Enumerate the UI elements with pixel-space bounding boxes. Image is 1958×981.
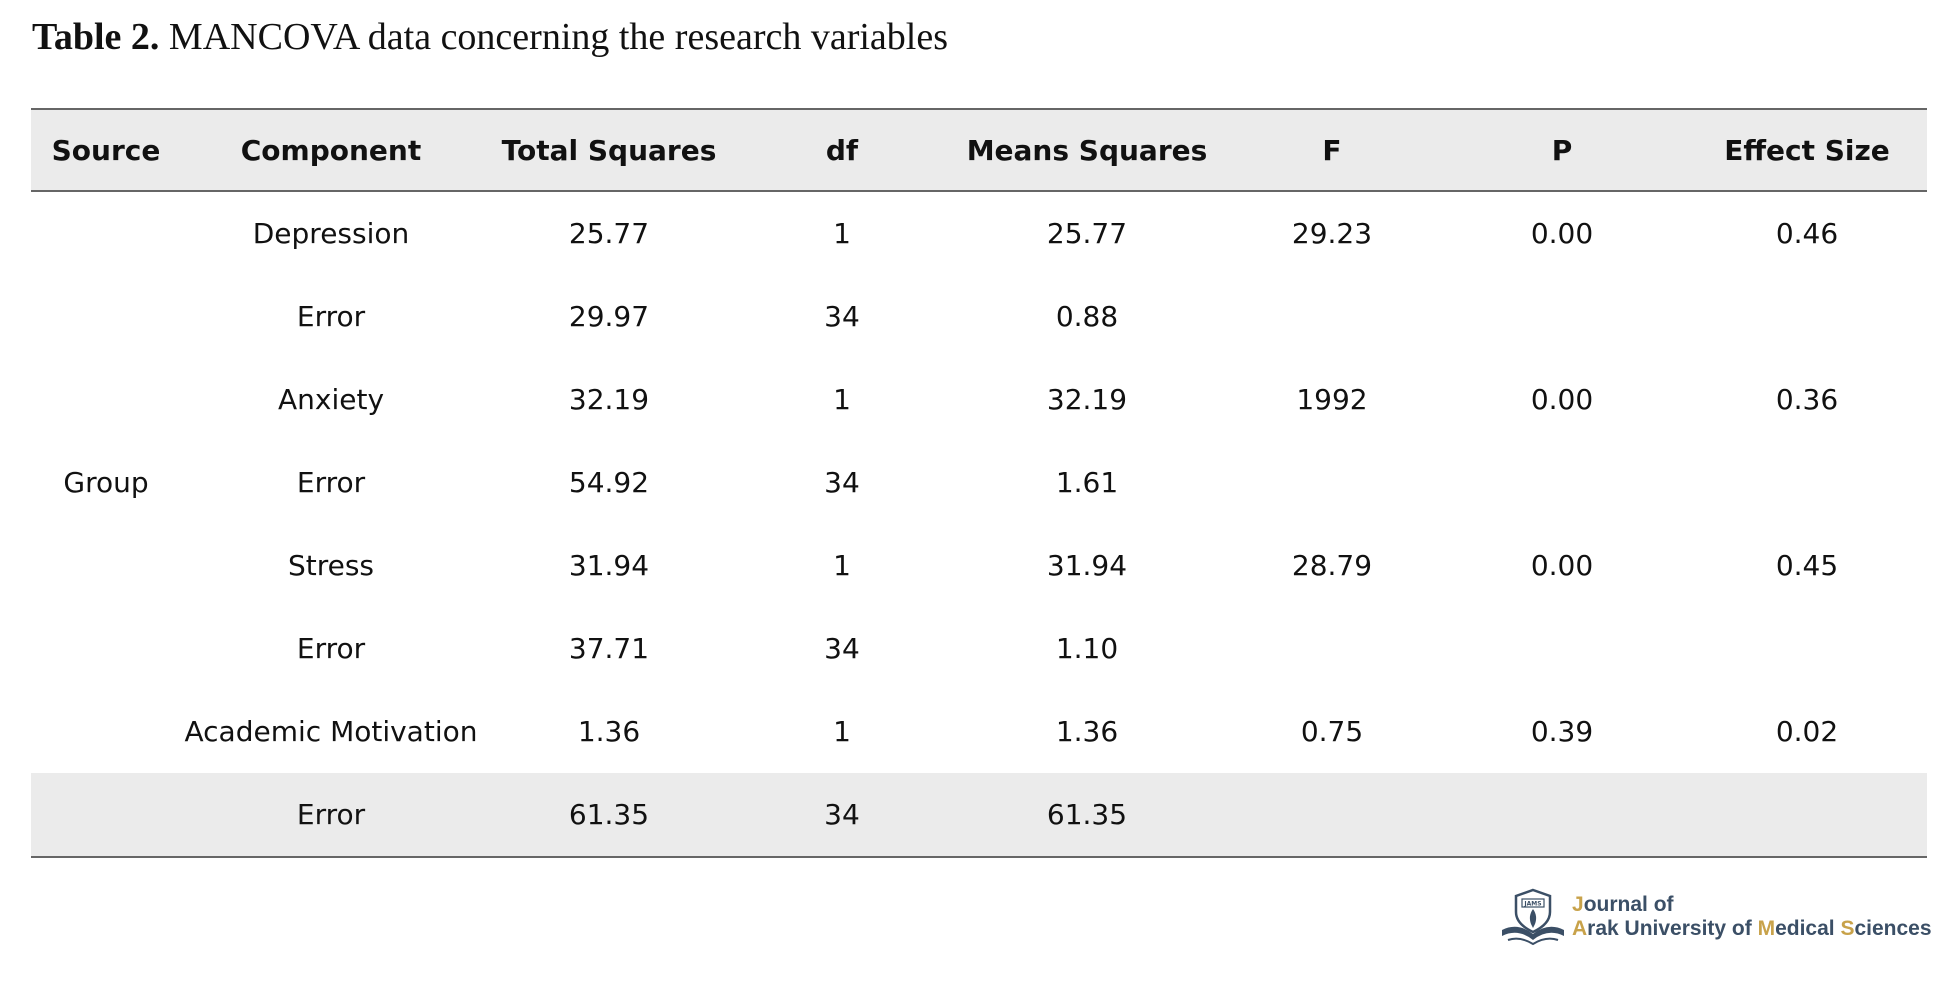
table-caption: Table 2. MANCOVA data concerning the res…: [32, 12, 948, 62]
table-row: Error 54.92 34 1.61: [31, 441, 1927, 524]
component-cell: Stress: [287, 549, 375, 582]
p-cell: 0.39: [1530, 715, 1594, 748]
source-cell-empty: [31, 773, 181, 857]
f-cell: [1227, 275, 1437, 358]
component-cell: Error: [296, 466, 366, 499]
total-squares-cell: 54.92: [568, 466, 650, 499]
journal-name-initial: J: [1572, 893, 1584, 916]
column-header-means-squares: Means Squares: [966, 133, 1208, 167]
total-squares-cell: 1.36: [577, 715, 641, 748]
mancova-table: Source Component Total Squares df Means …: [31, 108, 1927, 858]
table-header: Source Component Total Squares df Means …: [31, 109, 1927, 191]
component-cell: Error: [296, 300, 366, 333]
means-squares-cell: 32.19: [1046, 383, 1128, 416]
means-squares-cell: 25.77: [1046, 217, 1128, 250]
column-header-total-squares: Total Squares: [501, 133, 717, 167]
table-caption-label: Table 2.: [32, 16, 160, 58]
journal-logo: JAMS Journal of Arak University of Medic…: [1498, 886, 1932, 948]
df-cell: 1: [833, 383, 851, 416]
effect-size-cell: [1687, 607, 1927, 690]
df-cell: 1: [833, 549, 851, 582]
effect-size-cell: 0.36: [1775, 383, 1839, 416]
p-cell: 0.00: [1530, 217, 1594, 250]
total-squares-cell: 32.19: [568, 383, 650, 416]
means-squares-cell: 1.61: [1055, 466, 1119, 499]
means-squares-cell: 31.94: [1046, 549, 1128, 582]
p-cell: [1437, 441, 1687, 524]
journal-name-part: S: [1840, 917, 1855, 940]
journal-name-part: A: [1572, 917, 1588, 940]
table-row: Anxiety 32.19 1 32.19 1992 0.00 0.36: [31, 358, 1927, 441]
means-squares-cell: 1.10: [1055, 632, 1119, 665]
column-header-p: P: [1551, 133, 1573, 167]
p-cell: [1437, 275, 1687, 358]
journal-name-part: rak University of: [1587, 917, 1758, 940]
journal-name-part: M: [1757, 917, 1776, 940]
table-row: Group Depression 25.77 1 25.77 29.23 0.0…: [31, 191, 1927, 773]
effect-size-cell: 0.45: [1775, 549, 1839, 582]
journal-name-line1: Journal of: [1572, 893, 1932, 917]
source-cell: Group: [31, 191, 181, 773]
table-row: Academic Motivation 1.36 1 1.36 0.75 0.3…: [31, 690, 1927, 773]
f-cell: [1227, 441, 1437, 524]
total-squares-cell: 61.35: [568, 798, 650, 831]
f-cell: [1227, 607, 1437, 690]
table-body: Group Depression 25.77 1 25.77 29.23 0.0…: [31, 191, 1927, 857]
effect-size-cell: 0.46: [1775, 217, 1839, 250]
journal-name-part: ciences: [1854, 917, 1932, 940]
total-squares-cell: 29.97: [568, 300, 650, 333]
emblem-text: JAMS: [1523, 901, 1541, 908]
journal-name-part: edical: [1775, 917, 1841, 940]
f-cell: 1992: [1296, 383, 1368, 416]
p-cell: 0.00: [1530, 549, 1594, 582]
journal-name-rest: ournal of: [1583, 893, 1674, 916]
journal-emblem-icon: JAMS: [1502, 888, 1564, 946]
p-cell: 0.00: [1530, 383, 1594, 416]
effect-size-cell: 0.02: [1775, 715, 1839, 748]
means-squares-cell: 61.35: [1046, 798, 1128, 831]
f-cell: 0.75: [1300, 715, 1364, 748]
df-cell: 1: [833, 217, 851, 250]
component-cell: Academic Motivation: [184, 715, 478, 748]
header-row: Source Component Total Squares df Means …: [31, 109, 1927, 191]
f-cell: [1227, 773, 1437, 857]
total-squares-cell: 25.77: [568, 217, 650, 250]
table-row: Error 37.71 34 1.10: [31, 607, 1927, 690]
df-cell: 34: [824, 300, 860, 333]
means-squares-cell: 0.88: [1055, 300, 1119, 333]
component-cell: Error: [296, 798, 366, 831]
f-cell: 29.23: [1291, 217, 1373, 250]
table-row: Error 29.97 34 0.88: [31, 275, 1927, 358]
component-cell: Depression: [252, 217, 410, 250]
means-squares-cell: 1.36: [1055, 715, 1119, 748]
p-cell: [1437, 607, 1687, 690]
table-row: Stress 31.94 1 31.94 28.79 0.00 0.45: [31, 524, 1927, 607]
effect-size-cell: [1687, 773, 1927, 857]
table-row: Error 61.35 34 61.35: [31, 773, 1927, 857]
effect-size-cell: [1687, 441, 1927, 524]
df-cell: 34: [824, 466, 860, 499]
journal-name: Journal of Arak University of Medical Sc…: [1572, 893, 1932, 941]
df-cell: 34: [824, 798, 860, 831]
df-cell: 34: [824, 632, 860, 665]
total-squares-cell: 31.94: [568, 549, 650, 582]
effect-size-cell: [1687, 275, 1927, 358]
column-header-component: Component: [240, 133, 422, 167]
component-cell: Error: [296, 632, 366, 665]
p-cell: [1437, 773, 1687, 857]
df-cell: 1: [833, 715, 851, 748]
total-squares-cell: 37.71: [568, 632, 650, 665]
column-header-df: df: [825, 133, 859, 167]
table-caption-text: MANCOVA data concerning the research var…: [159, 16, 949, 58]
column-header-source: Source: [51, 133, 161, 167]
f-cell: 28.79: [1291, 549, 1373, 582]
journal-name-line2: Arak University of Medical Sciences: [1572, 917, 1932, 941]
column-header-f: F: [1322, 133, 1342, 167]
component-cell: Anxiety: [277, 383, 385, 416]
column-header-effect-size: Effect Size: [1724, 133, 1890, 167]
